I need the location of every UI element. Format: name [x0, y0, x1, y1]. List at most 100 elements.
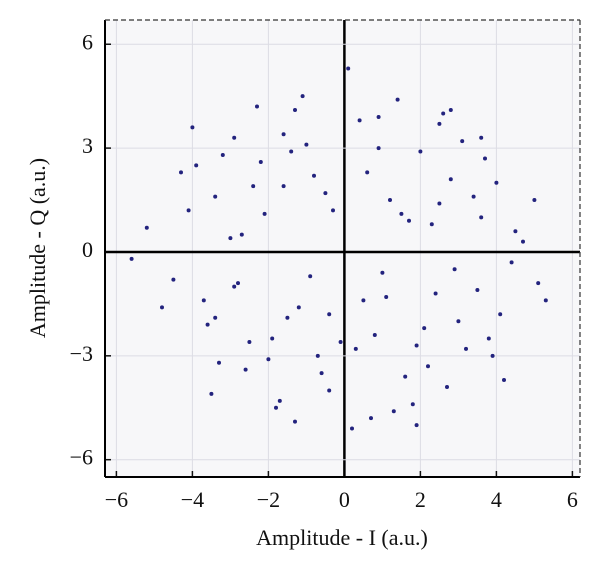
- point: [429, 222, 434, 227]
- point: [479, 135, 484, 140]
- point: [277, 398, 282, 403]
- point: [327, 312, 332, 317]
- x-tick-label: −4: [181, 487, 204, 512]
- point: [490, 353, 495, 358]
- point: [384, 294, 389, 299]
- point: [327, 388, 332, 393]
- point: [243, 367, 248, 372]
- point: [543, 298, 548, 303]
- point: [376, 146, 381, 151]
- point: [312, 173, 316, 178]
- point: [483, 156, 487, 161]
- point: [361, 298, 366, 303]
- y-tick-label: 6: [82, 29, 93, 54]
- point: [426, 364, 430, 369]
- point: [308, 274, 313, 279]
- point: [232, 284, 237, 289]
- point: [536, 281, 541, 286]
- point: [251, 184, 256, 189]
- point: [513, 229, 518, 234]
- point: [194, 163, 199, 168]
- point: [315, 353, 320, 358]
- point: [479, 215, 484, 220]
- point: [471, 194, 476, 199]
- y-axis-title: Amplitude - Q (a.u.): [25, 158, 50, 338]
- point: [274, 405, 278, 410]
- point: [407, 218, 411, 223]
- point: [266, 357, 271, 362]
- point: [346, 66, 351, 71]
- point: [418, 149, 423, 154]
- point: [509, 260, 514, 265]
- y-tick-label: 0: [82, 237, 93, 262]
- point: [228, 236, 233, 241]
- point: [217, 360, 221, 365]
- x-tick-label: 4: [491, 487, 502, 512]
- point: [255, 104, 259, 109]
- point: [319, 371, 324, 376]
- point: [270, 336, 275, 341]
- point: [475, 288, 480, 293]
- point: [323, 191, 328, 196]
- point: [452, 267, 457, 272]
- point: [372, 333, 377, 338]
- x-tick-label: −6: [105, 487, 128, 512]
- point: [445, 384, 449, 389]
- point: [171, 277, 176, 282]
- point: [414, 423, 419, 428]
- point: [448, 177, 453, 182]
- x-tick-label: 2: [415, 487, 426, 512]
- point: [262, 211, 267, 216]
- y-tick-label: −3: [70, 341, 93, 366]
- point: [388, 198, 392, 203]
- point: [410, 402, 415, 407]
- point: [365, 170, 370, 175]
- point: [399, 211, 404, 216]
- point: [357, 118, 362, 123]
- point: [239, 232, 244, 237]
- point: [486, 336, 491, 341]
- point: [395, 97, 400, 102]
- point: [464, 346, 468, 351]
- plot-area: [105, 20, 580, 477]
- point: [353, 346, 358, 351]
- point: [422, 326, 427, 331]
- point: [380, 270, 385, 275]
- point: [437, 121, 442, 126]
- point: [441, 111, 446, 116]
- point: [460, 139, 465, 144]
- point: [281, 184, 286, 189]
- point: [391, 409, 396, 414]
- x-tick-label: 0: [339, 487, 350, 512]
- point: [281, 132, 286, 137]
- point: [521, 239, 525, 244]
- y-tick-label: −6: [70, 445, 93, 470]
- point: [205, 322, 210, 327]
- point: [338, 339, 343, 344]
- point: [186, 208, 191, 213]
- point: [179, 170, 183, 175]
- point: [502, 378, 506, 383]
- point: [300, 94, 305, 99]
- point: [414, 343, 419, 348]
- point: [296, 305, 301, 310]
- point: [376, 114, 381, 119]
- point: [456, 319, 461, 324]
- point: [433, 291, 438, 296]
- point: [190, 125, 195, 130]
- point: [258, 159, 263, 164]
- point: [220, 153, 225, 158]
- x-axis-title: Amplitude - I (a.u.): [256, 525, 428, 550]
- point: [403, 374, 408, 379]
- point: [498, 312, 503, 317]
- point: [369, 416, 373, 421]
- point: [201, 298, 206, 303]
- point: [236, 281, 240, 286]
- point: [209, 391, 214, 396]
- point: [160, 305, 164, 310]
- point: [232, 135, 237, 140]
- point: [304, 142, 309, 147]
- point: [247, 339, 252, 344]
- x-tick-label: −2: [257, 487, 280, 512]
